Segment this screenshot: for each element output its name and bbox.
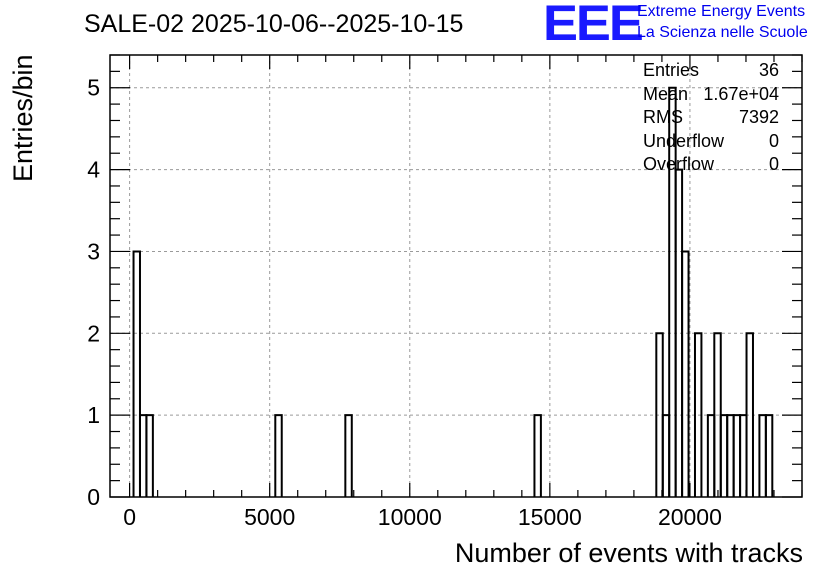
stat-label: Entries — [643, 60, 700, 80]
eee-logo: EEE — [543, 0, 644, 51]
histogram-bin — [274, 414, 283, 497]
stat-row-underflow: Underflow 0 — [643, 131, 779, 155]
stat-row-rms: RMS 7392 — [643, 107, 779, 131]
axis-tick-labels: 0 5000 10000 15000 20000 0 1 2 3 4 5 — [87, 75, 722, 530]
histogram-bin — [533, 414, 542, 497]
stat-value: 0 — [768, 154, 779, 174]
histogram-bin — [145, 414, 154, 497]
y-tick-label: 2 — [87, 320, 100, 346]
stat-row-mean: Mean 1.67e+04 — [643, 84, 779, 108]
logo-caption-line2: La Scienza nelle Scuole — [637, 24, 808, 41]
histogram-bars — [132, 86, 774, 497]
axes-frame — [109, 54, 803, 498]
x-tick-label: 15000 — [518, 504, 582, 530]
stat-label: Mean — [643, 83, 689, 104]
stat-value: 1.67e+04 — [703, 83, 779, 104]
stat-value: 36 — [758, 60, 779, 80]
histogram-bin — [693, 332, 703, 497]
x-tick-label: 10000 — [378, 504, 442, 530]
y-tick-label: 4 — [87, 157, 100, 183]
logo-caption-line1: Extreme Energy Events — [637, 3, 806, 20]
stat-row-entries: Entries 36 — [643, 60, 779, 84]
y-tick-label: 5 — [87, 75, 100, 101]
x-tick-label: 5000 — [244, 504, 295, 530]
x-tick-label: 0 — [123, 504, 136, 530]
x-axis-label: Number of events with tracks — [454, 538, 803, 568]
stats-box: Entries 36 Mean 1.67e+04 RMS 7392 Underf… — [643, 60, 779, 178]
chart-title: SALE-02 2025-10-06--2025-10-15 — [84, 10, 464, 38]
histogram-bin — [764, 414, 774, 497]
histogram-bin — [344, 414, 353, 497]
y-tick-label: 1 — [87, 402, 100, 428]
plot-frame — [109, 54, 803, 498]
y-tick-label: 3 — [87, 238, 100, 264]
x-tick-label: 20000 — [658, 504, 722, 530]
histogram-bin — [132, 250, 141, 497]
y-axis-label: Entries/bin — [8, 54, 38, 182]
histogram-bin — [681, 250, 690, 497]
stat-label: RMS — [643, 107, 683, 127]
axis-ticks — [110, 54, 803, 498]
y-tick-label: 0 — [87, 484, 100, 510]
histogram-bin — [745, 332, 754, 497]
stat-label: Underflow — [643, 130, 725, 151]
stat-value: 7392 — [738, 107, 779, 127]
stat-label: Overflow — [643, 154, 715, 174]
stat-value: 0 — [768, 130, 779, 151]
stat-row-overflow: Overflow 0 — [643, 154, 779, 178]
